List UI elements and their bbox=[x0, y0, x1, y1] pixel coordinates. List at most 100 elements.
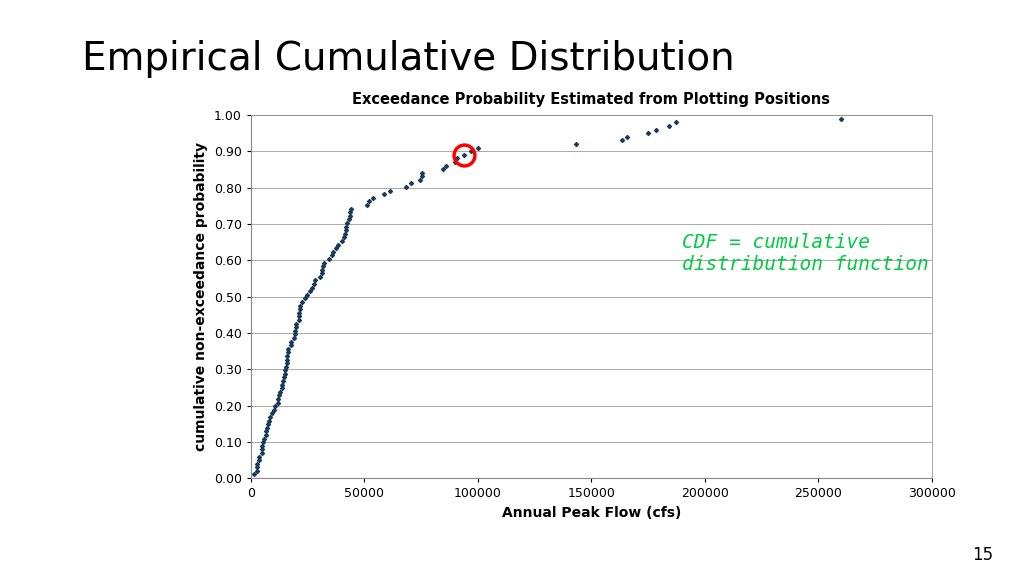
Point bbox=[287, 329, 303, 339]
Point bbox=[330, 240, 346, 249]
Point bbox=[246, 470, 262, 479]
Point bbox=[314, 265, 331, 274]
Point bbox=[276, 369, 293, 378]
Point bbox=[337, 229, 353, 238]
Point bbox=[613, 136, 630, 145]
Point bbox=[403, 179, 420, 188]
Point bbox=[640, 128, 656, 138]
Point bbox=[273, 380, 290, 389]
Point bbox=[283, 337, 299, 346]
Point bbox=[338, 222, 354, 231]
Point bbox=[266, 405, 283, 414]
Point bbox=[258, 427, 274, 436]
Point bbox=[288, 323, 304, 332]
Point bbox=[280, 351, 296, 361]
Point bbox=[259, 423, 275, 433]
Point bbox=[256, 434, 272, 443]
Point bbox=[291, 312, 307, 321]
Point bbox=[264, 409, 281, 418]
Point bbox=[334, 236, 350, 245]
Point bbox=[336, 233, 352, 242]
Y-axis label: cumulative non-exceedance probability: cumulative non-exceedance probability bbox=[195, 142, 208, 451]
Point bbox=[456, 150, 472, 160]
Point bbox=[270, 395, 287, 404]
Point bbox=[298, 290, 314, 300]
Point bbox=[269, 398, 286, 407]
Point bbox=[341, 207, 357, 217]
Point bbox=[280, 344, 296, 353]
Text: 15: 15 bbox=[972, 547, 993, 564]
Point bbox=[434, 165, 451, 174]
Point bbox=[415, 168, 431, 177]
Point bbox=[361, 197, 378, 206]
Point bbox=[668, 118, 684, 127]
Point bbox=[438, 161, 455, 170]
Point bbox=[343, 204, 359, 213]
Point bbox=[324, 251, 340, 260]
Point bbox=[358, 200, 375, 210]
Point bbox=[254, 448, 270, 457]
Point bbox=[286, 334, 302, 343]
Point bbox=[297, 294, 313, 303]
Point bbox=[249, 463, 265, 472]
Point bbox=[341, 211, 357, 221]
Point bbox=[267, 401, 284, 411]
Point bbox=[251, 452, 267, 461]
Point bbox=[470, 143, 486, 152]
Title: Exceedance Probability Estimated from Plotting Positions: Exceedance Probability Estimated from Pl… bbox=[352, 92, 830, 107]
Point bbox=[325, 247, 341, 256]
Point bbox=[283, 340, 299, 350]
Point bbox=[620, 132, 636, 141]
Point bbox=[366, 193, 382, 202]
Point bbox=[376, 190, 392, 199]
Point bbox=[251, 456, 267, 465]
Point bbox=[273, 384, 290, 393]
Point bbox=[272, 387, 289, 396]
Point bbox=[257, 430, 273, 439]
Point bbox=[341, 215, 357, 224]
Point bbox=[304, 283, 321, 292]
Point bbox=[328, 244, 344, 253]
Point bbox=[278, 362, 294, 372]
Point bbox=[262, 412, 279, 422]
Point bbox=[568, 139, 585, 149]
Point bbox=[287, 326, 303, 335]
Point bbox=[413, 175, 429, 184]
Point bbox=[322, 255, 338, 264]
Point bbox=[463, 146, 479, 156]
Point bbox=[249, 467, 265, 476]
Point bbox=[261, 416, 278, 425]
Point bbox=[449, 154, 465, 163]
Point bbox=[660, 122, 677, 131]
Point bbox=[280, 355, 296, 364]
Point bbox=[313, 268, 330, 278]
X-axis label: Annual Peak Flow (cfs): Annual Peak Flow (cfs) bbox=[502, 506, 681, 520]
Text: Empirical Cumulative Distribution: Empirical Cumulative Distribution bbox=[82, 40, 734, 78]
Text: CDF = cumulative
distribution function: CDF = cumulative distribution function bbox=[682, 233, 929, 274]
Point bbox=[382, 186, 398, 195]
Point bbox=[249, 459, 265, 468]
Point bbox=[301, 287, 317, 296]
Point bbox=[414, 172, 430, 181]
Point bbox=[271, 391, 288, 400]
Point bbox=[292, 301, 308, 310]
Point bbox=[305, 279, 322, 289]
Point bbox=[275, 377, 292, 386]
Point bbox=[397, 183, 414, 192]
Point bbox=[254, 445, 270, 454]
Point bbox=[260, 419, 276, 429]
Point bbox=[314, 262, 331, 271]
Point bbox=[339, 218, 355, 228]
Point bbox=[280, 348, 296, 357]
Point bbox=[294, 297, 310, 306]
Point bbox=[312, 272, 329, 282]
Point bbox=[254, 438, 270, 447]
Point bbox=[307, 276, 324, 285]
Point bbox=[338, 226, 354, 235]
Point bbox=[279, 358, 295, 367]
Point bbox=[833, 114, 849, 123]
Point bbox=[254, 441, 270, 450]
Point bbox=[647, 125, 664, 134]
Point bbox=[447, 157, 464, 166]
Point bbox=[315, 258, 332, 267]
